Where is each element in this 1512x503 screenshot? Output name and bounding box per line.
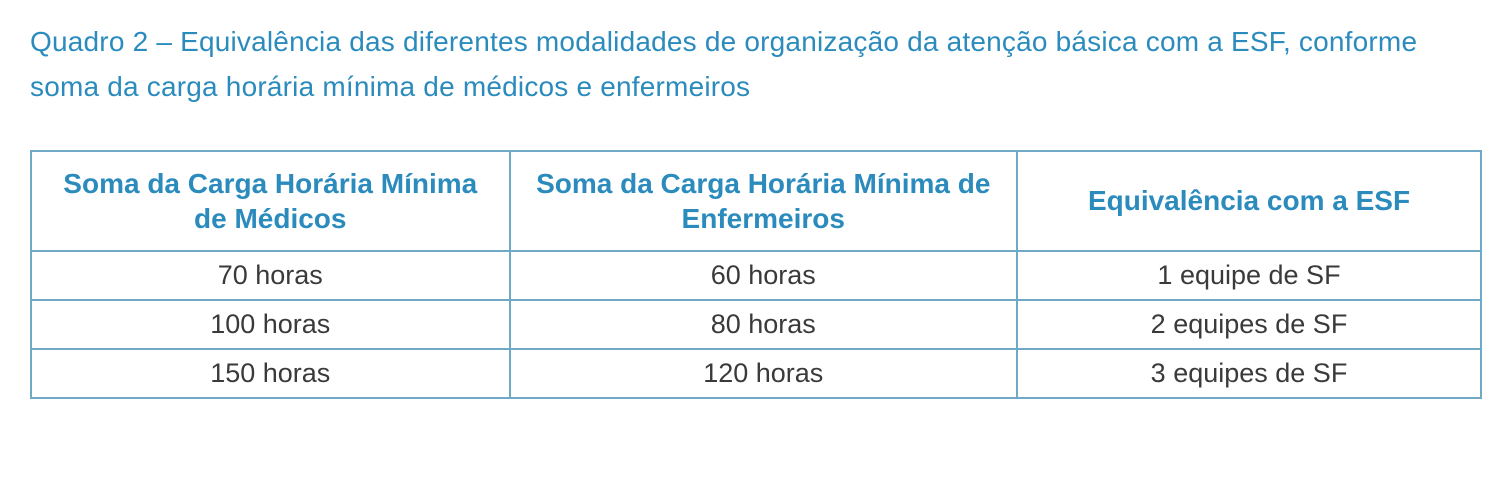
table-row: 100 horas 80 horas 2 equipes de SF: [31, 300, 1481, 349]
table-row: 150 horas 120 horas 3 equipes de SF: [31, 349, 1481, 398]
column-header-equivalencia: Equivalência com a ESF: [1017, 151, 1481, 251]
cell-enfermeiros: 60 horas: [510, 251, 1018, 300]
table-row: 70 horas 60 horas 1 equipe de SF: [31, 251, 1481, 300]
cell-enfermeiros: 120 horas: [510, 349, 1018, 398]
cell-medicos: 100 horas: [31, 300, 510, 349]
table-header-row: Soma da Carga Horária Mínima de Médicos …: [31, 151, 1481, 251]
cell-medicos: 150 horas: [31, 349, 510, 398]
cell-equivalencia: 2 equipes de SF: [1017, 300, 1481, 349]
equivalence-table: Soma da Carga Horária Mínima de Médicos …: [30, 150, 1482, 399]
column-header-medicos: Soma da Carga Horária Mínima de Médicos: [31, 151, 510, 251]
cell-enfermeiros: 80 horas: [510, 300, 1018, 349]
table-caption: Quadro 2 – Equivalência das diferentes m…: [30, 20, 1482, 110]
cell-equivalencia: 1 equipe de SF: [1017, 251, 1481, 300]
column-header-enfermeiros: Soma da Carga Horária Mínima de Enfermei…: [510, 151, 1018, 251]
cell-equivalencia: 3 equipes de SF: [1017, 349, 1481, 398]
cell-medicos: 70 horas: [31, 251, 510, 300]
